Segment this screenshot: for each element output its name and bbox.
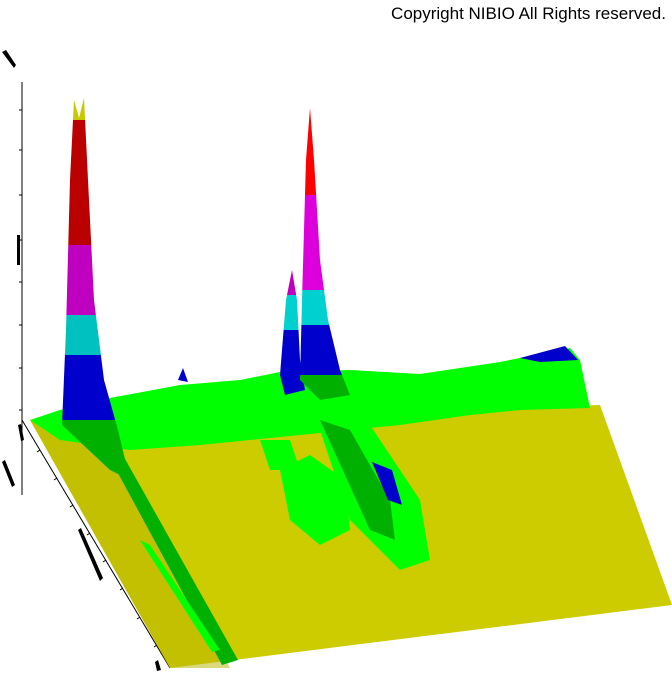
- surface-blue-small: [178, 368, 188, 382]
- surface-peak-middle: [300, 108, 350, 400]
- surface-ridge-dark: [100, 440, 238, 665]
- x-axis: [21, 419, 171, 669]
- surface-floor-shade: [30, 420, 230, 668]
- surface-ridge-light: [140, 540, 220, 652]
- surface-mid-cluster: [260, 400, 430, 570]
- surface-blue-right: [520, 346, 578, 362]
- surface-baseline-band: [30, 348, 590, 450]
- copyright-notice: Copyright NIBIO All Rights reserved.: [391, 4, 666, 23]
- axis-labels-illegible: [2, 50, 161, 671]
